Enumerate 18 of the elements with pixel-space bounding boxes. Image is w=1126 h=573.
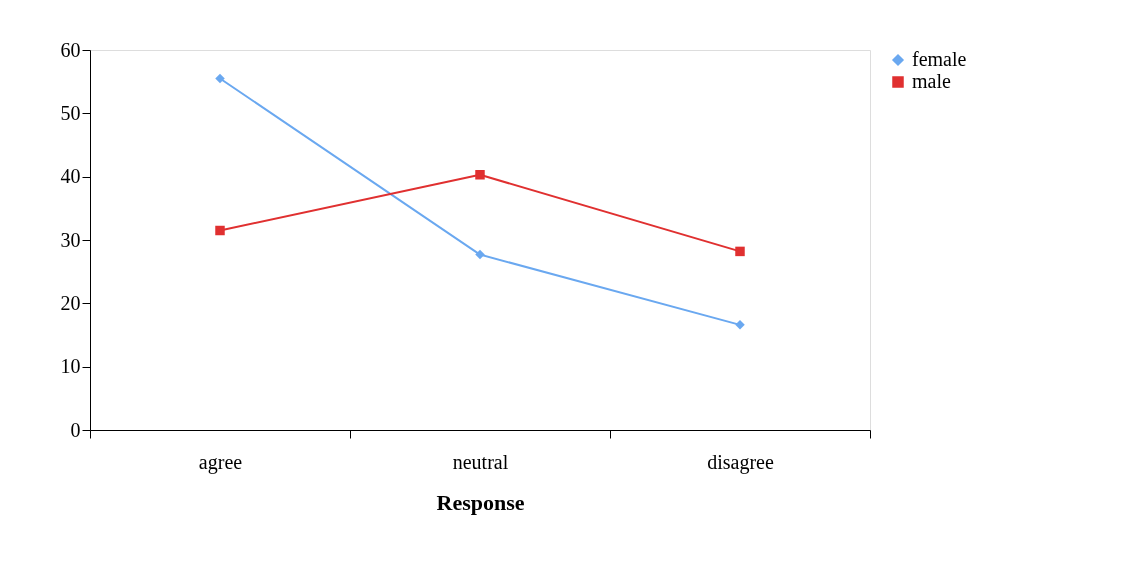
x-axis-title: Response xyxy=(436,489,525,515)
point xyxy=(475,170,485,180)
point xyxy=(215,73,225,84)
y-tick-label: 0 xyxy=(70,418,81,441)
point xyxy=(735,246,745,257)
x-tick-label: neutral xyxy=(452,450,509,473)
x-tick-label: agree xyxy=(198,450,243,474)
y-tick-label: 20 xyxy=(60,291,81,314)
y-tick-label: 30 xyxy=(60,228,81,251)
y-tick-label: 60 xyxy=(60,38,81,61)
legend-label: female xyxy=(912,48,967,70)
y-tick-label: 50 xyxy=(60,101,81,124)
x-tick-label: disagree xyxy=(707,450,774,474)
y-tick-label: 40 xyxy=(60,165,81,188)
legend-label: male xyxy=(912,70,951,92)
point xyxy=(215,225,225,236)
y-tick-label: 10 xyxy=(60,355,81,378)
point xyxy=(475,249,485,260)
